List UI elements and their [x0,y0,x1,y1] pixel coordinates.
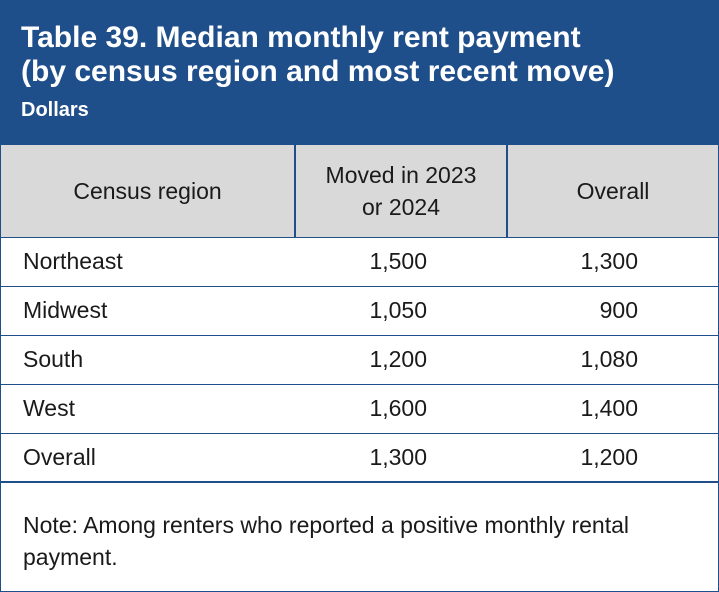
table-header: Table 39. Median monthly rent payment (b… [1,1,718,145]
table-row: Midwest 1,050 900 [1,286,718,336]
cell-moved: 1,200 [295,335,507,385]
cell-moved: 1,500 [295,237,507,287]
column-header-region: Census region [1,145,295,238]
cell-overall: 1,300 [507,237,718,287]
cell-region: Overall [1,433,295,483]
column-header-row: Census region Moved in 2023 or 2024 Over… [1,145,718,238]
cell-moved: 1,050 [295,286,507,336]
cell-overall: 1,200 [507,433,718,483]
cell-region: West [1,384,295,434]
cell-overall: 1,080 [507,335,718,385]
column-header-overall: Overall [506,145,718,238]
cell-moved: 1,300 [295,433,507,483]
table-note: Note: Among renters who reported a posit… [23,512,629,570]
cell-region: Midwest [1,286,295,336]
cell-region: South [1,335,295,385]
column-header-moved-line1: Moved in 2023 [325,161,477,188]
rent-table: Census region Moved in 2023 or 2024 Over… [1,145,718,483]
table-row: West 1,600 1,400 [1,384,718,434]
title-line-2: (by census region and most recent move) [21,55,615,88]
cell-region: Northeast [1,237,295,287]
table-row: Overall 1,300 1,200 [1,433,718,483]
cell-overall: 1,400 [507,384,718,434]
cell-overall: 900 [507,286,718,336]
units-label: Dollars [21,99,89,121]
column-header-moved-line2: or 2024 [361,193,440,220]
table-title: Table 39. Median monthly rent payment (b… [21,21,698,89]
cell-moved: 1,600 [295,384,507,434]
column-header-moved: Moved in 2023 or 2024 [294,145,507,238]
title-line-1: Table 39. Median monthly rent payment [21,21,581,54]
table-row: South 1,200 1,080 [1,335,718,385]
table-row: Northeast 1,500 1,300 [1,237,718,287]
